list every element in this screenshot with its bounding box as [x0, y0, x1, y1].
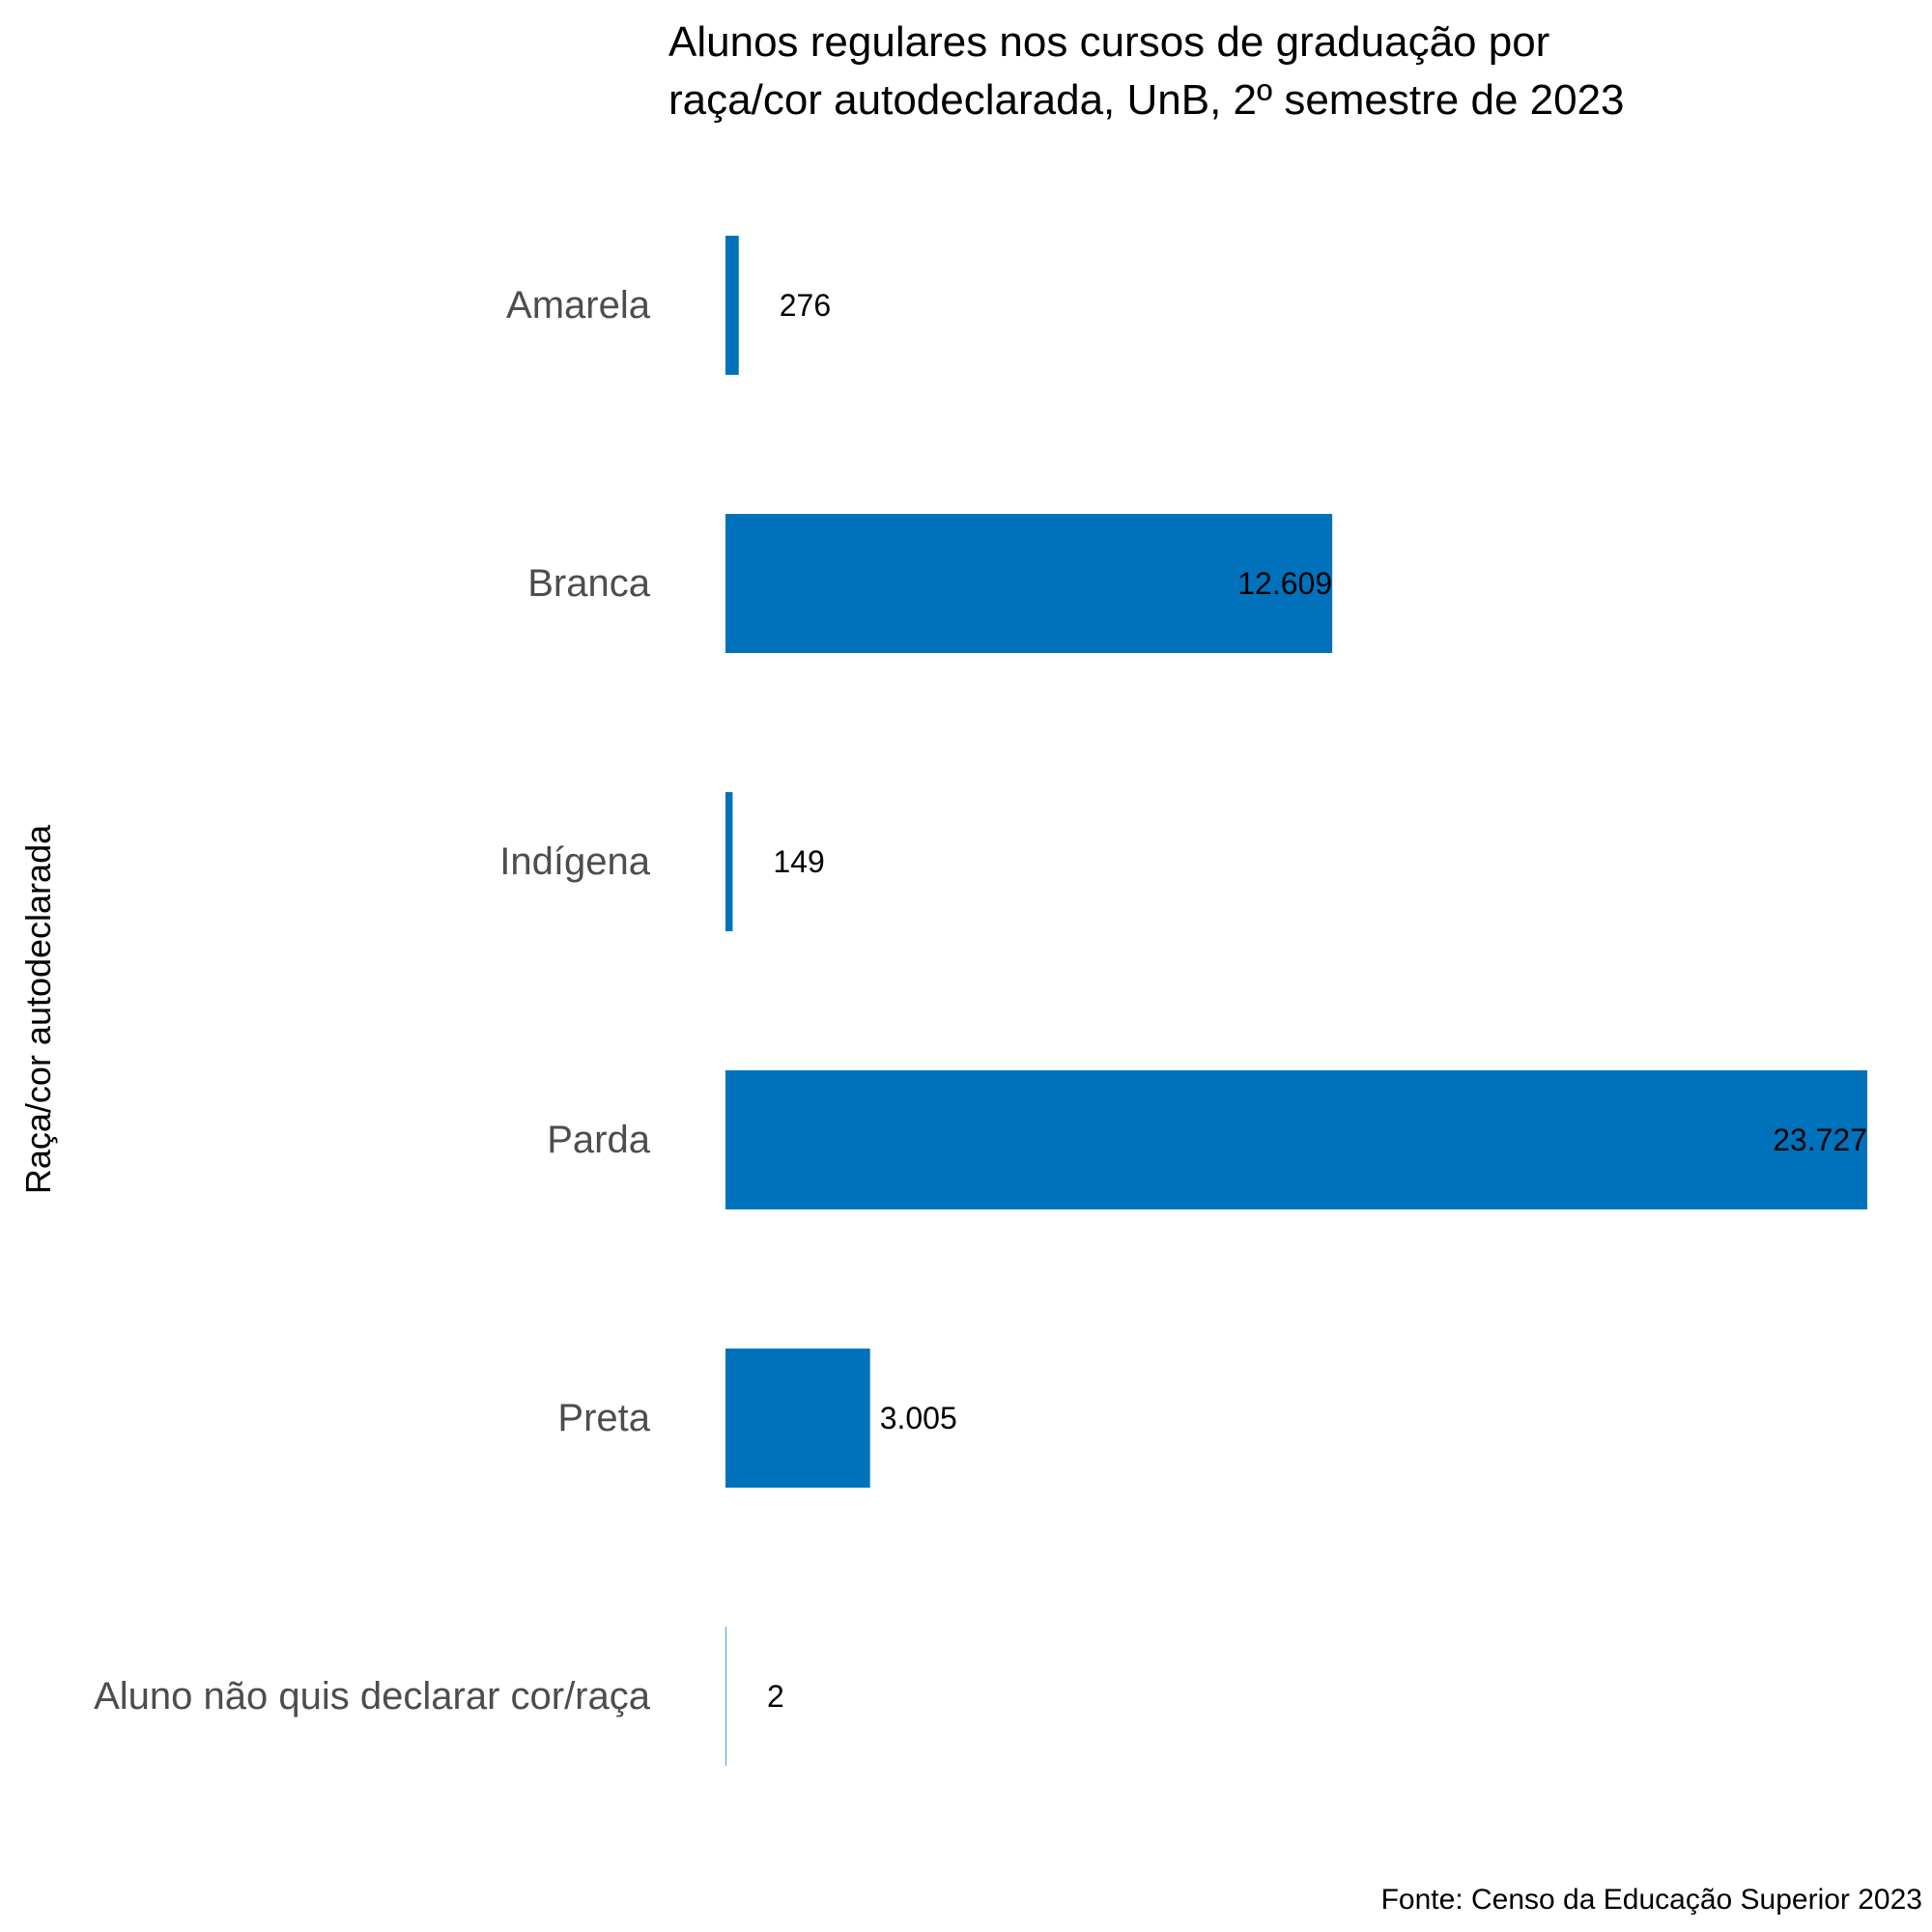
chart-title-line-1: Alunos regulares nos cursos de graduação… — [668, 18, 1550, 66]
category-label: Preta — [557, 1397, 650, 1439]
bar-value-label: 276 — [780, 288, 831, 323]
bar-value-label: 12.609 — [1237, 566, 1332, 601]
chart-title-line-2: raça/cor autodeclarada, UnB, 2º semestre… — [668, 76, 1625, 124]
bar-value-label: 149 — [773, 844, 824, 879]
bar — [725, 792, 733, 931]
bar — [725, 1070, 1867, 1209]
category-label: Branca — [527, 562, 650, 605]
category-label: Aluno não quis declarar cor/raça — [94, 1675, 651, 1718]
bar — [725, 1627, 726, 1766]
category-label: Amarela — [506, 284, 651, 327]
bar — [725, 514, 1333, 653]
bar — [725, 236, 739, 375]
source-caption: Fonte: Censo da Educação Superior 2023 — [1380, 1884, 1922, 1916]
category-label: Parda — [547, 1119, 650, 1161]
bar-value-label: 2 — [767, 1679, 784, 1714]
bar-value-label: 23.727 — [1773, 1122, 1867, 1157]
category-label: Indígena — [499, 840, 650, 883]
bar — [725, 1349, 870, 1488]
bar-value-label: 3.005 — [880, 1401, 957, 1435]
chart-title: Alunos regulares nos cursos de graduação… — [668, 14, 1625, 129]
